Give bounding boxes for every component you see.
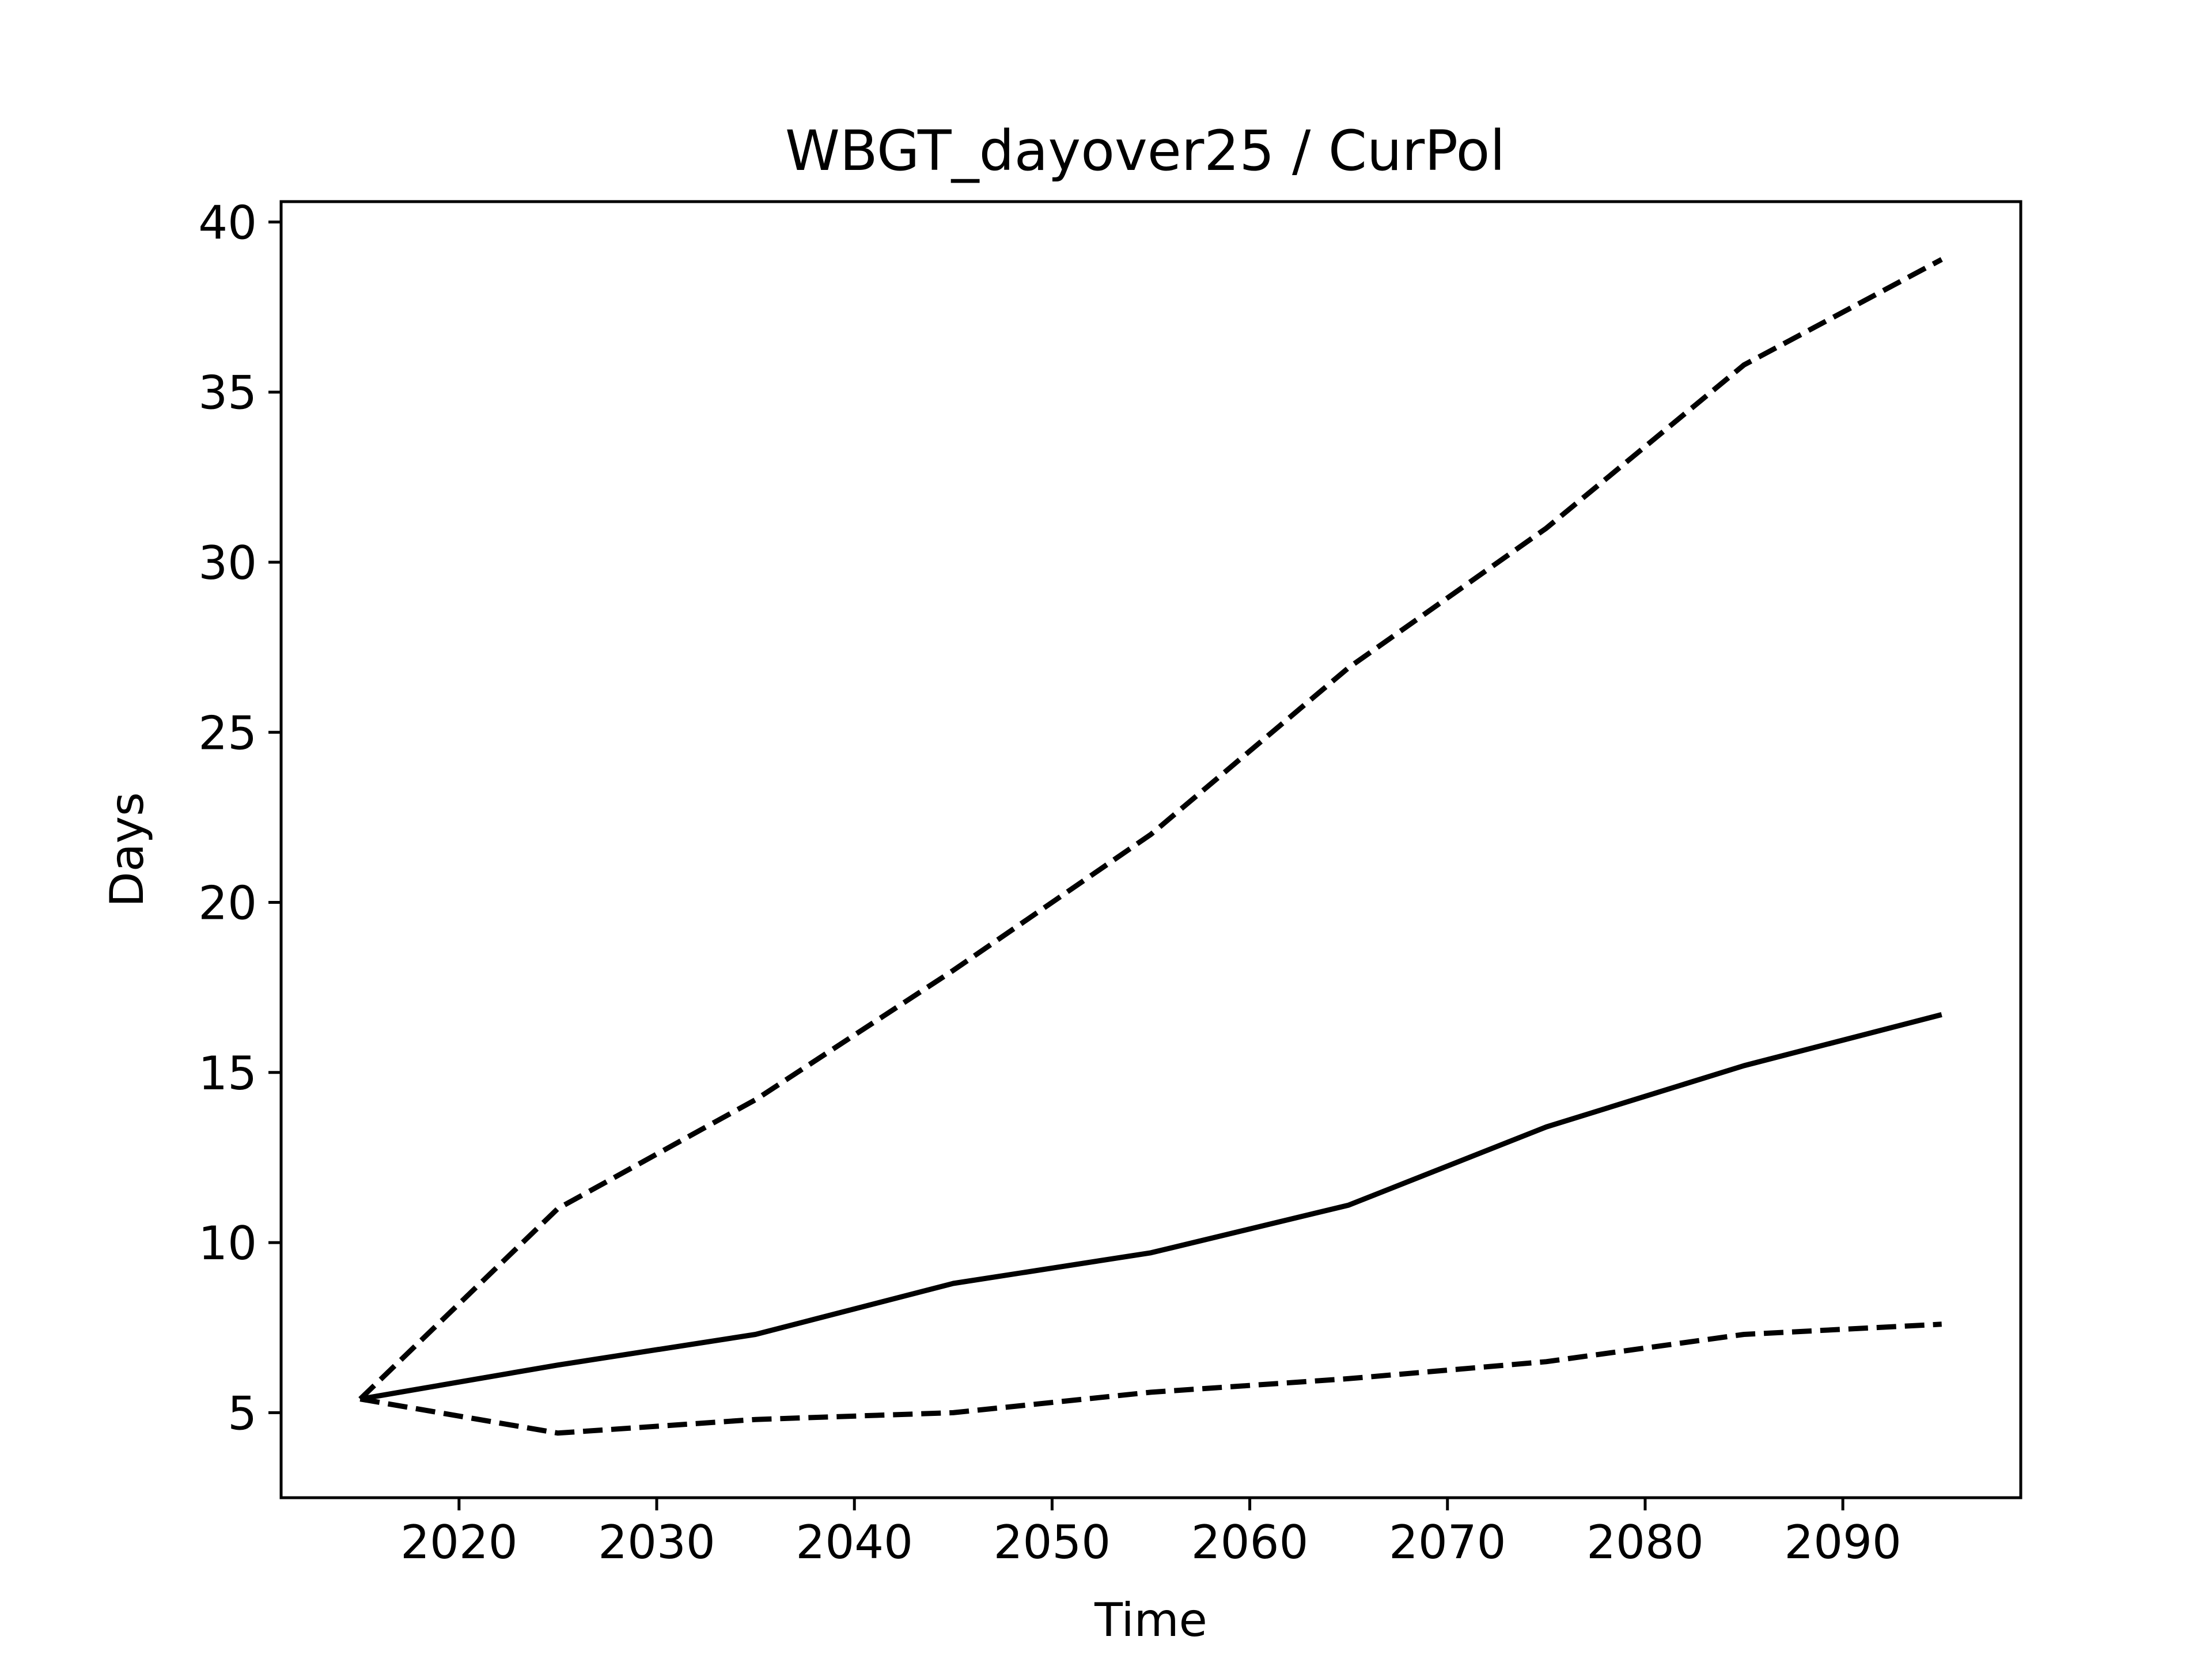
- upper-bound-line: [358, 257, 1943, 1401]
- x-tick-label: 2060: [1191, 1516, 1309, 1569]
- x-tick-label: 2040: [796, 1516, 913, 1569]
- y-tick-label: 10: [198, 1217, 257, 1270]
- x-tick-label: 2050: [994, 1516, 1111, 1569]
- y-tick-label: 15: [198, 1047, 257, 1100]
- y-tick-label: 25: [198, 706, 257, 760]
- y-tick-label: 30: [198, 536, 257, 590]
- median-line: [359, 1012, 1942, 1402]
- y-tick-label: 35: [198, 366, 257, 420]
- x-axis-title: Time: [1094, 1593, 1207, 1647]
- series-layer: [358, 257, 1943, 1436]
- y-tick-label: 5: [228, 1387, 257, 1440]
- x-tick-label: 2030: [598, 1516, 715, 1569]
- x-tick-label: 2020: [400, 1516, 518, 1569]
- plot-area-frame: [279, 200, 2022, 1499]
- x-tick-label: 2070: [1389, 1516, 1506, 1569]
- x-tick-label: 2090: [1784, 1516, 1902, 1569]
- lower-bound-line: [359, 1321, 1942, 1436]
- chart-title: WBGT_dayover25 / CurPol: [785, 119, 1505, 183]
- x-axis: 2020 2030 2040 2050 2060 2070 2080 2090: [400, 1498, 1902, 1569]
- y-axis-title: Days: [100, 792, 154, 907]
- x-tick-label: 2080: [1586, 1516, 1704, 1569]
- y-tick-label: 20: [198, 877, 257, 930]
- y-axis: 5 10 15 20 25 30 35 40: [198, 196, 281, 1440]
- y-tick-label: 40: [198, 196, 257, 249]
